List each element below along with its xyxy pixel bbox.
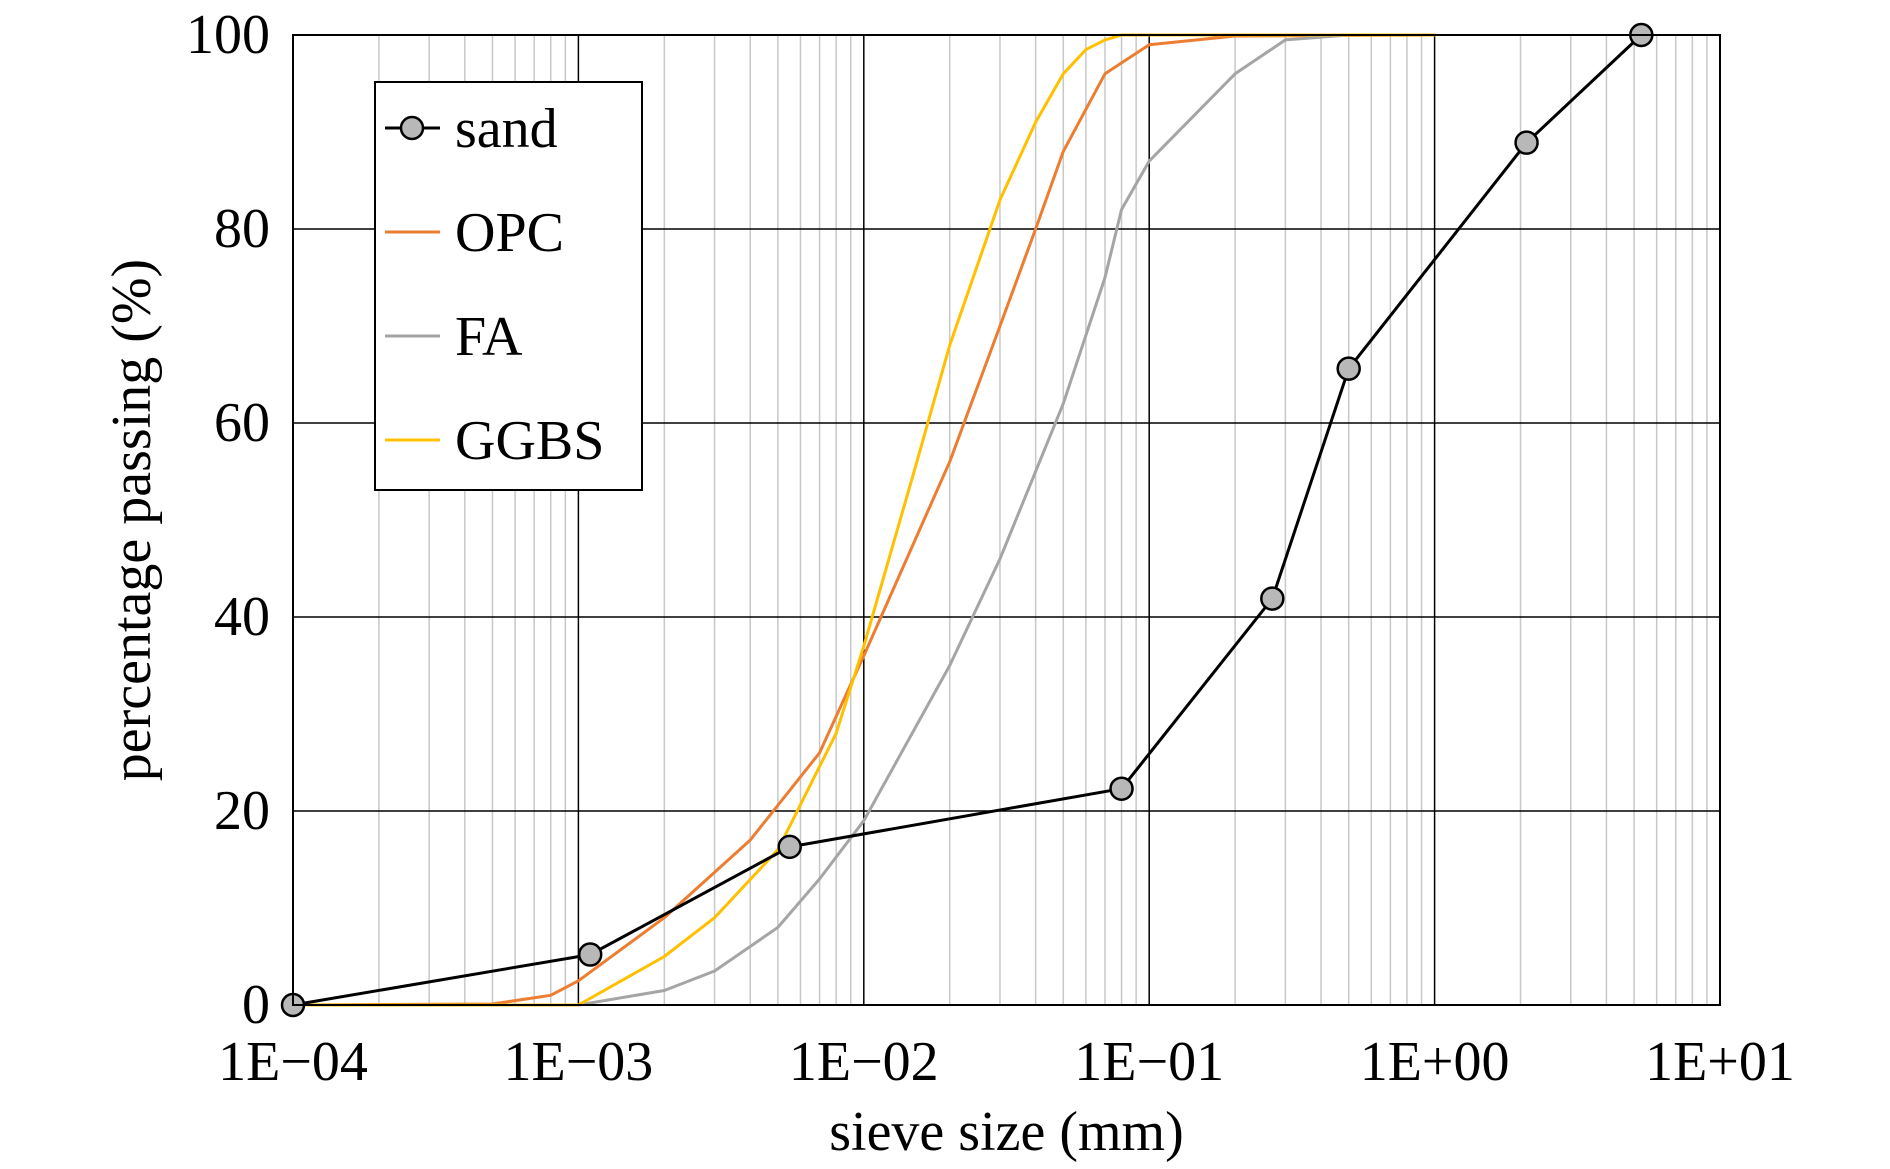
y-tick-label: 60 — [214, 392, 270, 454]
y-tick-label: 20 — [214, 780, 270, 842]
y-tick-label: 80 — [214, 198, 270, 260]
legend-item-fa: FA — [385, 306, 523, 368]
data-point-sand — [1109, 776, 1134, 801]
legend-item-opc: OPC — [385, 202, 564, 264]
legend-item-sand: sand — [385, 98, 558, 160]
series-fa — [291, 33, 1437, 1007]
x-tick-label: 1E−01 — [1074, 1031, 1224, 1093]
x-tick-labels: 1E−04 1E−03 1E−02 1E−01 1E+00 1E+01 — [218, 1031, 1795, 1093]
legend-marker — [399, 115, 425, 141]
series-line-fa — [291, 33, 1437, 1007]
y-tick-label: 40 — [214, 586, 270, 648]
x-tick-label: 1E+01 — [1645, 1031, 1795, 1093]
data-point-sand — [1514, 130, 1539, 155]
y-tick-label: 0 — [242, 974, 270, 1036]
series-line-opc — [291, 33, 1437, 1007]
x-axis-label: sieve size (mm) — [829, 1101, 1184, 1163]
series-line-ggbs — [291, 33, 1437, 1007]
data-point-sand — [1260, 586, 1285, 611]
legend-label: sand — [455, 98, 558, 160]
x-tick-label: 1E−02 — [789, 1031, 939, 1093]
legend-item-ggbs: GGBS — [385, 410, 604, 472]
legend: sand OPC FA GGBS — [374, 81, 643, 491]
legend-label: GGBS — [455, 410, 604, 472]
series-opc — [291, 33, 1437, 1007]
x-tick-label: 1E−04 — [218, 1031, 368, 1093]
y-tick-label: 100 — [186, 4, 270, 66]
data-point-sand — [777, 834, 802, 860]
y-tick-labels: 0 20 40 60 80 100 — [186, 4, 270, 1036]
data-point-sand — [1336, 356, 1361, 381]
data-point-sand — [577, 942, 603, 967]
series-layer — [280, 22, 1654, 1018]
legend-label: OPC — [455, 202, 564, 264]
series-ggbs — [291, 33, 1437, 1007]
series-line-sand — [291, 33, 1643, 1007]
legend-label: FA — [455, 306, 523, 368]
plot-frame — [292, 34, 1721, 1006]
y-axis-label: percentage passing (%) — [101, 259, 163, 781]
x-tick-label: 1E−03 — [504, 1031, 654, 1093]
x-tick-label: 1E+00 — [1360, 1031, 1510, 1093]
legend-box — [374, 81, 643, 491]
